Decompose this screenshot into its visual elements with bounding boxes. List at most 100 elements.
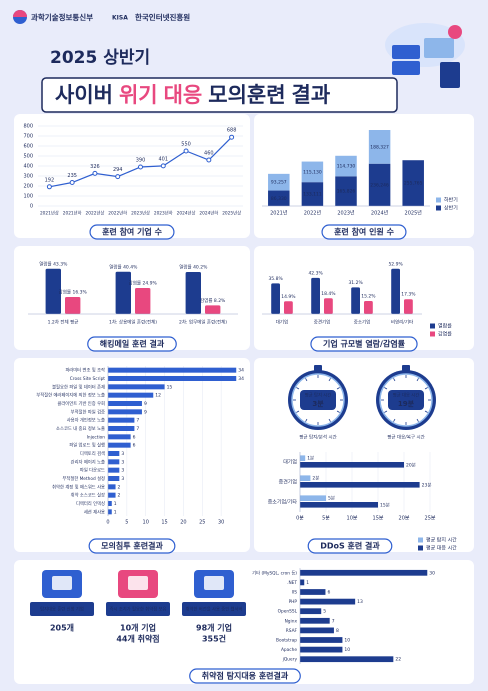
bar (108, 459, 120, 465)
stat-badge (388, 390, 424, 410)
bar (108, 451, 120, 456)
x-tick-label: 2차: 업무메일 훈련(전체) (179, 319, 227, 326)
x-tick-label: 0분 (296, 516, 304, 522)
bar (108, 509, 112, 515)
alert-dot (448, 25, 462, 39)
bar (108, 492, 116, 498)
value-label: 열람률 43.3% (39, 260, 68, 267)
value-label: 255,765 (404, 181, 423, 187)
y-tick-label: 부적절한 에러페이지에 의한 정보 노출 (36, 392, 105, 399)
stopwatch-tick (416, 378, 419, 382)
y-tick-label: 400 (23, 164, 33, 170)
x-tick-label: 2024년 (371, 210, 389, 217)
legend-label: 평균 탐지 시간 (426, 537, 457, 544)
bar (205, 305, 221, 314)
panel (14, 560, 474, 684)
x-tick-label: 25분 (425, 516, 436, 522)
x-tick-label: 중소기업 (354, 319, 371, 326)
stopwatch-tick (305, 378, 308, 382)
y-tick-label: Bootstrap (276, 638, 297, 644)
bar (108, 367, 237, 373)
legend-label: 감염률 (438, 331, 452, 338)
x-tick-label: 2021년하 (63, 210, 82, 217)
y-tick-label: 사용자 개인정보 노출 (67, 417, 105, 424)
value-label: 15.2% (361, 294, 376, 300)
stat-value: 355건 (202, 634, 226, 644)
bar (300, 569, 428, 576)
value-label: 18.4% (321, 291, 336, 297)
point (69, 180, 75, 185)
stat-icon (204, 576, 224, 590)
server (392, 45, 420, 59)
y-tick-label: PHP (289, 599, 298, 605)
bar (108, 476, 120, 481)
value-label: 326 (90, 164, 100, 170)
value-label: 감염률 16.3% (59, 288, 88, 295)
value-label: 2 (118, 484, 121, 490)
y-tick-label: RSAF (286, 628, 298, 634)
point (229, 134, 235, 140)
stat-title: 평균 대응 시간 (393, 392, 419, 399)
x-tick-label: 중견기업 (314, 319, 331, 326)
value-label: 550 (181, 142, 191, 148)
y-tick-label: 800 (23, 124, 33, 130)
screen (424, 38, 454, 58)
stat-caption-bg (182, 602, 246, 616)
panel (14, 358, 250, 552)
chart-title: 기업 규모별 열람/감염률 (323, 339, 406, 349)
caption: 해킹메일 훈련 결과 (87, 336, 177, 352)
value-label: 7 (332, 618, 335, 624)
y-tick-label: Nginx (285, 618, 298, 624)
bar (300, 627, 334, 634)
bar (108, 426, 135, 431)
bar (108, 442, 131, 448)
main-title: 사이버 위기 대응 모의훈련 결과 (55, 83, 330, 107)
chart-title: 모의침투 훈련결과 (101, 541, 163, 551)
y-tick-label: .NET (287, 580, 297, 586)
bar (324, 298, 333, 314)
bar (115, 271, 131, 314)
stat-caption: 평균 탐지/분석 시간 (299, 434, 337, 441)
bar (300, 455, 306, 461)
legend-label: 하반기 (444, 197, 458, 204)
value-label: 30 (429, 570, 435, 576)
bar (364, 301, 373, 314)
value-label: 9 (144, 401, 147, 407)
value-label: 8 (336, 628, 339, 634)
bar (108, 401, 142, 406)
x-tick-label: 0 (106, 520, 109, 526)
stopwatch-tick (393, 418, 396, 422)
chart-title: 훈련 참여 기업 수 (102, 227, 163, 237)
bar (108, 392, 154, 398)
x-tick-label: 2024년하 (199, 210, 218, 217)
bar (351, 287, 360, 314)
y-tick-label: 기타 (MySQL, cron 등) (252, 569, 297, 576)
value-label: 188,327 (370, 144, 389, 150)
bar (391, 268, 400, 314)
caption: 기업 규모별 열람/감염률 (310, 336, 418, 352)
stat-value: 10개 기업 (120, 623, 156, 633)
y-tick-label: 100 (23, 194, 33, 200)
value-label: 감염률 24.9% (129, 279, 158, 286)
bar (108, 409, 142, 415)
bar (108, 384, 165, 390)
stopwatch-tick (305, 418, 308, 422)
y-tick-label: 500 (23, 154, 33, 160)
x-tick-label: 2025년 (405, 210, 423, 217)
y-tick-label: 300 (23, 174, 33, 180)
bar (108, 417, 135, 423)
bar-segment (335, 176, 357, 206)
bar (300, 482, 420, 488)
x-tick-label: 2022년 (304, 210, 322, 217)
value-label: 14.9% (281, 294, 296, 300)
stat-title: 평균 탐지 시간 (305, 392, 331, 399)
value-label: 3 (121, 459, 124, 465)
bar-segment (368, 163, 391, 206)
legend-swatch (436, 205, 441, 211)
bar (300, 646, 343, 653)
x-tick-label: 2022년상 (86, 210, 105, 217)
value-label: 688 (227, 128, 237, 134)
x-tick-label: 5 (125, 520, 128, 526)
y-tick-label: 200 (23, 184, 33, 190)
y-tick-label: 중소기업/기타 (268, 499, 298, 506)
